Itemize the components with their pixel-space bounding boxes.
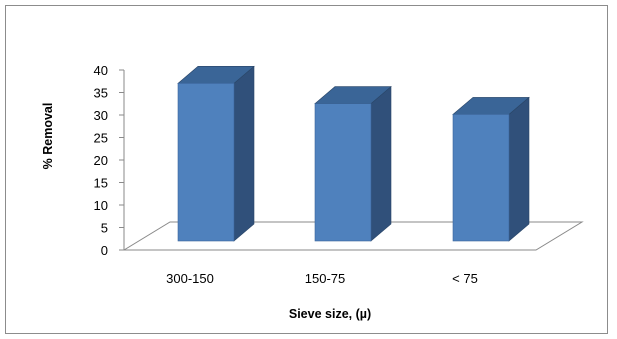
y-tick-label: 10 (94, 198, 108, 213)
y-tick-label: 30 (94, 108, 108, 123)
bar (177, 65, 255, 242)
x-tick-labels: 300-150 150-75 < 75 (166, 271, 478, 286)
x-axis-title: Sieve size, (µ) (289, 307, 371, 321)
y-tick-label: 20 (94, 153, 108, 168)
bar (314, 85, 392, 242)
y-tick-label: 25 (94, 131, 108, 146)
bar (452, 96, 530, 242)
y-tick-label: 15 (94, 176, 108, 191)
bar-side (370, 85, 392, 242)
x-tick-label: 300-150 (166, 271, 214, 286)
bar-front (177, 83, 235, 242)
bar-front (452, 114, 510, 242)
y-tick-label: 35 (94, 86, 108, 101)
x-tick-label: < 75 (452, 271, 478, 286)
bar-front (314, 103, 372, 242)
y-axis-title: % Removal (41, 103, 55, 170)
bar-side (233, 65, 255, 242)
bar-side (508, 96, 530, 242)
y-tick-labels: 0 5 10 15 20 25 30 35 40 (94, 63, 108, 258)
y-tick-label: 40 (94, 63, 108, 78)
y-axis (119, 69, 125, 251)
x-tick-label: 150-75 (305, 271, 345, 286)
y-tick-label: 0 (101, 243, 108, 258)
y-tick-label: 5 (101, 221, 108, 236)
bars (177, 65, 530, 242)
